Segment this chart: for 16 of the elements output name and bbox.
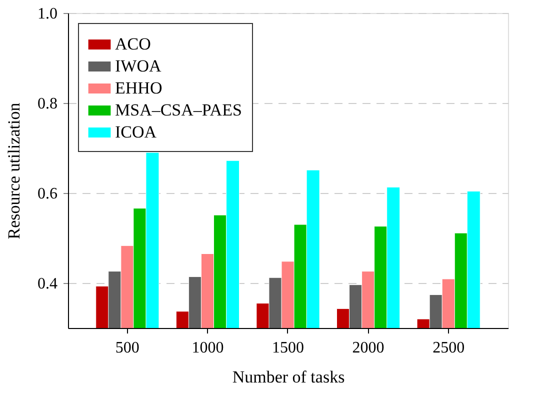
x-tick-label: 1000: [192, 340, 224, 356]
legend-label: IWOA: [115, 56, 162, 76]
y-tick-label: 0.8: [38, 96, 58, 112]
x-axis-title: Number of tasks: [232, 368, 345, 386]
legend-label: ACO: [115, 34, 151, 54]
legend-label: EHHO: [115, 78, 162, 98]
x-tick-label: 1500: [272, 340, 304, 356]
y-tick-label: 1.0: [38, 6, 58, 22]
y-tick-label: 0.6: [38, 186, 58, 202]
legend-label: MSA–CSA–PAES: [115, 100, 242, 120]
x-tick-label: 500: [115, 340, 140, 356]
y-tick-label: 0.4: [38, 276, 58, 292]
x-tick-label: 2500: [432, 340, 465, 356]
y-axis-title: Resource utilization: [4, 102, 24, 240]
legend-label: ICOA: [115, 122, 158, 142]
x-tick-label: 2000: [352, 340, 384, 356]
